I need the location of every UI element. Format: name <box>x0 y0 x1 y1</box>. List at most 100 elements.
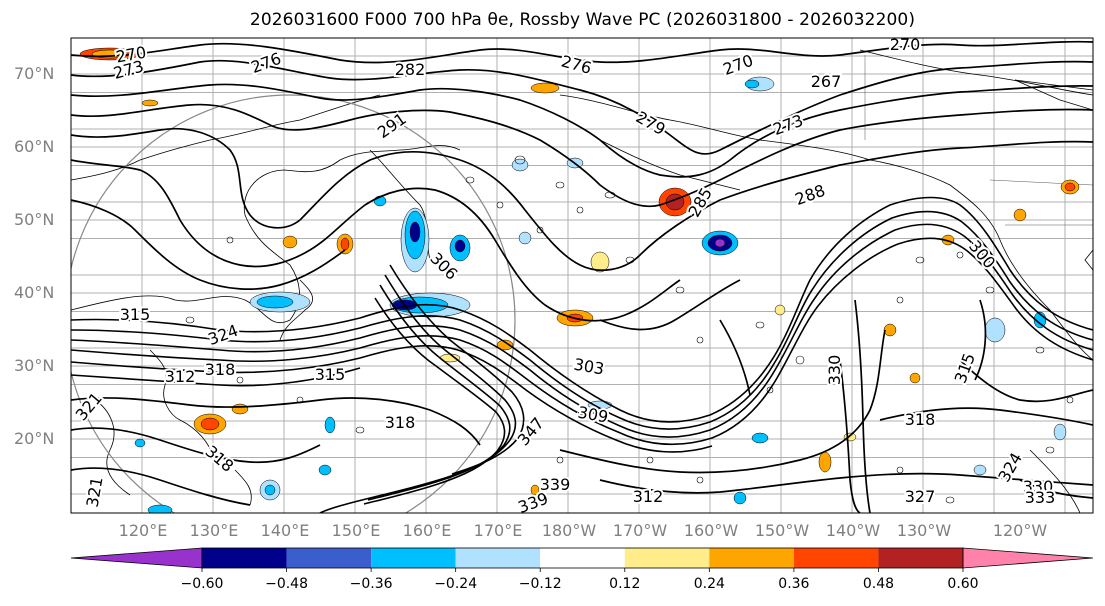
longitude-label: 170°E <box>473 521 523 540</box>
colorbar-segment <box>709 548 794 568</box>
longitude-label: 180°W <box>541 521 597 540</box>
small-contour <box>755 321 765 329</box>
colorbar-tick-label: −0.36 <box>349 576 393 592</box>
anomaly-patch <box>282 235 298 249</box>
latitude-label: 50°N <box>14 210 55 229</box>
colorbar-tick-label: −0.24 <box>434 576 478 592</box>
small-contour <box>576 206 584 214</box>
colorbar-segment <box>878 548 963 568</box>
small-contour <box>795 355 805 365</box>
colorbar-extend-left <box>70 547 203 569</box>
anomaly-patch <box>141 99 159 107</box>
contour-label: 318 <box>905 410 936 429</box>
small-contour <box>185 316 195 324</box>
anomaly-patch <box>231 403 249 415</box>
longitude-label: 140°W <box>825 521 881 540</box>
anomaly-patch <box>909 372 921 384</box>
anomaly-patch <box>751 432 769 444</box>
longitude-label: 120°E <box>118 521 168 540</box>
colorbar-tick-label: −0.12 <box>518 576 562 592</box>
small-contour <box>556 456 564 464</box>
colorbar-segment <box>793 548 879 568</box>
colorbar-tick-label: 0.24 <box>693 576 725 592</box>
small-contour <box>1035 346 1045 354</box>
colorbar <box>70 547 1094 572</box>
colorbar-tick-label: −0.48 <box>265 576 308 592</box>
colorbar-tick-label: 0.48 <box>862 576 895 592</box>
colorbar-extend-right <box>962 547 1094 569</box>
colorbar-outline <box>201 547 964 569</box>
anomaly-patch <box>318 464 332 476</box>
small-contour <box>696 476 704 484</box>
longitude-label: 160°W <box>683 521 739 540</box>
colorbar-segment <box>286 548 372 568</box>
small-contour <box>696 336 704 344</box>
colorbar-tick-label: −0.60 <box>180 576 224 592</box>
contour-label: 318 <box>205 360 236 379</box>
anomaly-patch <box>733 491 747 505</box>
contour-label: 312 <box>633 487 664 506</box>
longitude-label: 150°E <box>331 521 381 540</box>
small-contour <box>465 176 475 184</box>
anomaly-patch <box>324 416 336 434</box>
anomaly-patch <box>883 323 897 337</box>
anomaly-patch <box>590 251 610 273</box>
contour-label: 339 <box>540 475 571 494</box>
contour-label: 327 <box>905 487 936 506</box>
longitude-label: 160°E <box>402 521 452 540</box>
small-contour <box>236 376 244 384</box>
small-contour <box>625 256 635 264</box>
contour-label: 270 <box>890 35 921 54</box>
longitude-label: 130°W <box>896 521 952 540</box>
latitude-label: 60°N <box>14 137 55 156</box>
small-contour <box>496 201 504 209</box>
small-contour <box>915 256 925 264</box>
map-frame <box>70 37 1094 514</box>
small-contour <box>985 286 995 294</box>
longitude-label: 130°E <box>189 521 239 540</box>
colorbar-segment <box>624 548 710 568</box>
anomaly-patch <box>1064 182 1076 192</box>
anomaly-patch <box>134 438 146 448</box>
theta-e-contours <box>71 40 1093 513</box>
small-contour <box>514 155 526 165</box>
reference-circle <box>71 94 516 513</box>
colorbar-segment <box>540 548 625 568</box>
small-contour <box>675 286 685 294</box>
small-contour <box>296 396 304 404</box>
small-contour <box>536 226 544 234</box>
contour-label: 315 <box>120 305 151 324</box>
small-contour <box>226 236 234 244</box>
small-contours <box>185 155 1074 504</box>
anomaly-patch <box>409 221 421 243</box>
latitude-label: 40°N <box>14 283 55 302</box>
small-contour <box>896 466 904 474</box>
small-contour <box>355 426 365 434</box>
colorbar-tick-label: 0.12 <box>609 576 641 592</box>
contour-label: 312 <box>165 367 196 386</box>
anomaly-patch <box>818 451 832 473</box>
map-title: 2026031600 F000 700 hPa θe, Rossby Wave … <box>249 10 916 30</box>
small-contour <box>1066 396 1074 404</box>
contour-label: 267 <box>811 72 842 91</box>
colorbar-segment <box>202 548 287 568</box>
latitude-label: 70°N <box>14 64 55 83</box>
colorbar-tick-label: 0.36 <box>778 576 810 592</box>
anomaly-patch <box>147 504 173 513</box>
colorbar-segment <box>455 548 541 568</box>
anomaly-patch <box>973 464 987 476</box>
longitude-label: 140°E <box>260 521 310 540</box>
anomaly-patch <box>744 79 760 89</box>
small-contour <box>1045 446 1055 454</box>
colorbar-tick-label: 0.60 <box>947 576 979 592</box>
small-contour <box>604 191 616 199</box>
anomaly-patch <box>518 231 532 245</box>
longitude-label: 120°W <box>992 521 1048 540</box>
anomaly-patch <box>511 158 529 172</box>
small-contour <box>555 181 565 189</box>
latitude-label: 20°N <box>14 429 55 448</box>
contour-label: 282 <box>395 60 426 79</box>
anomaly-patch <box>774 304 786 316</box>
anomaly-patch <box>530 82 560 94</box>
